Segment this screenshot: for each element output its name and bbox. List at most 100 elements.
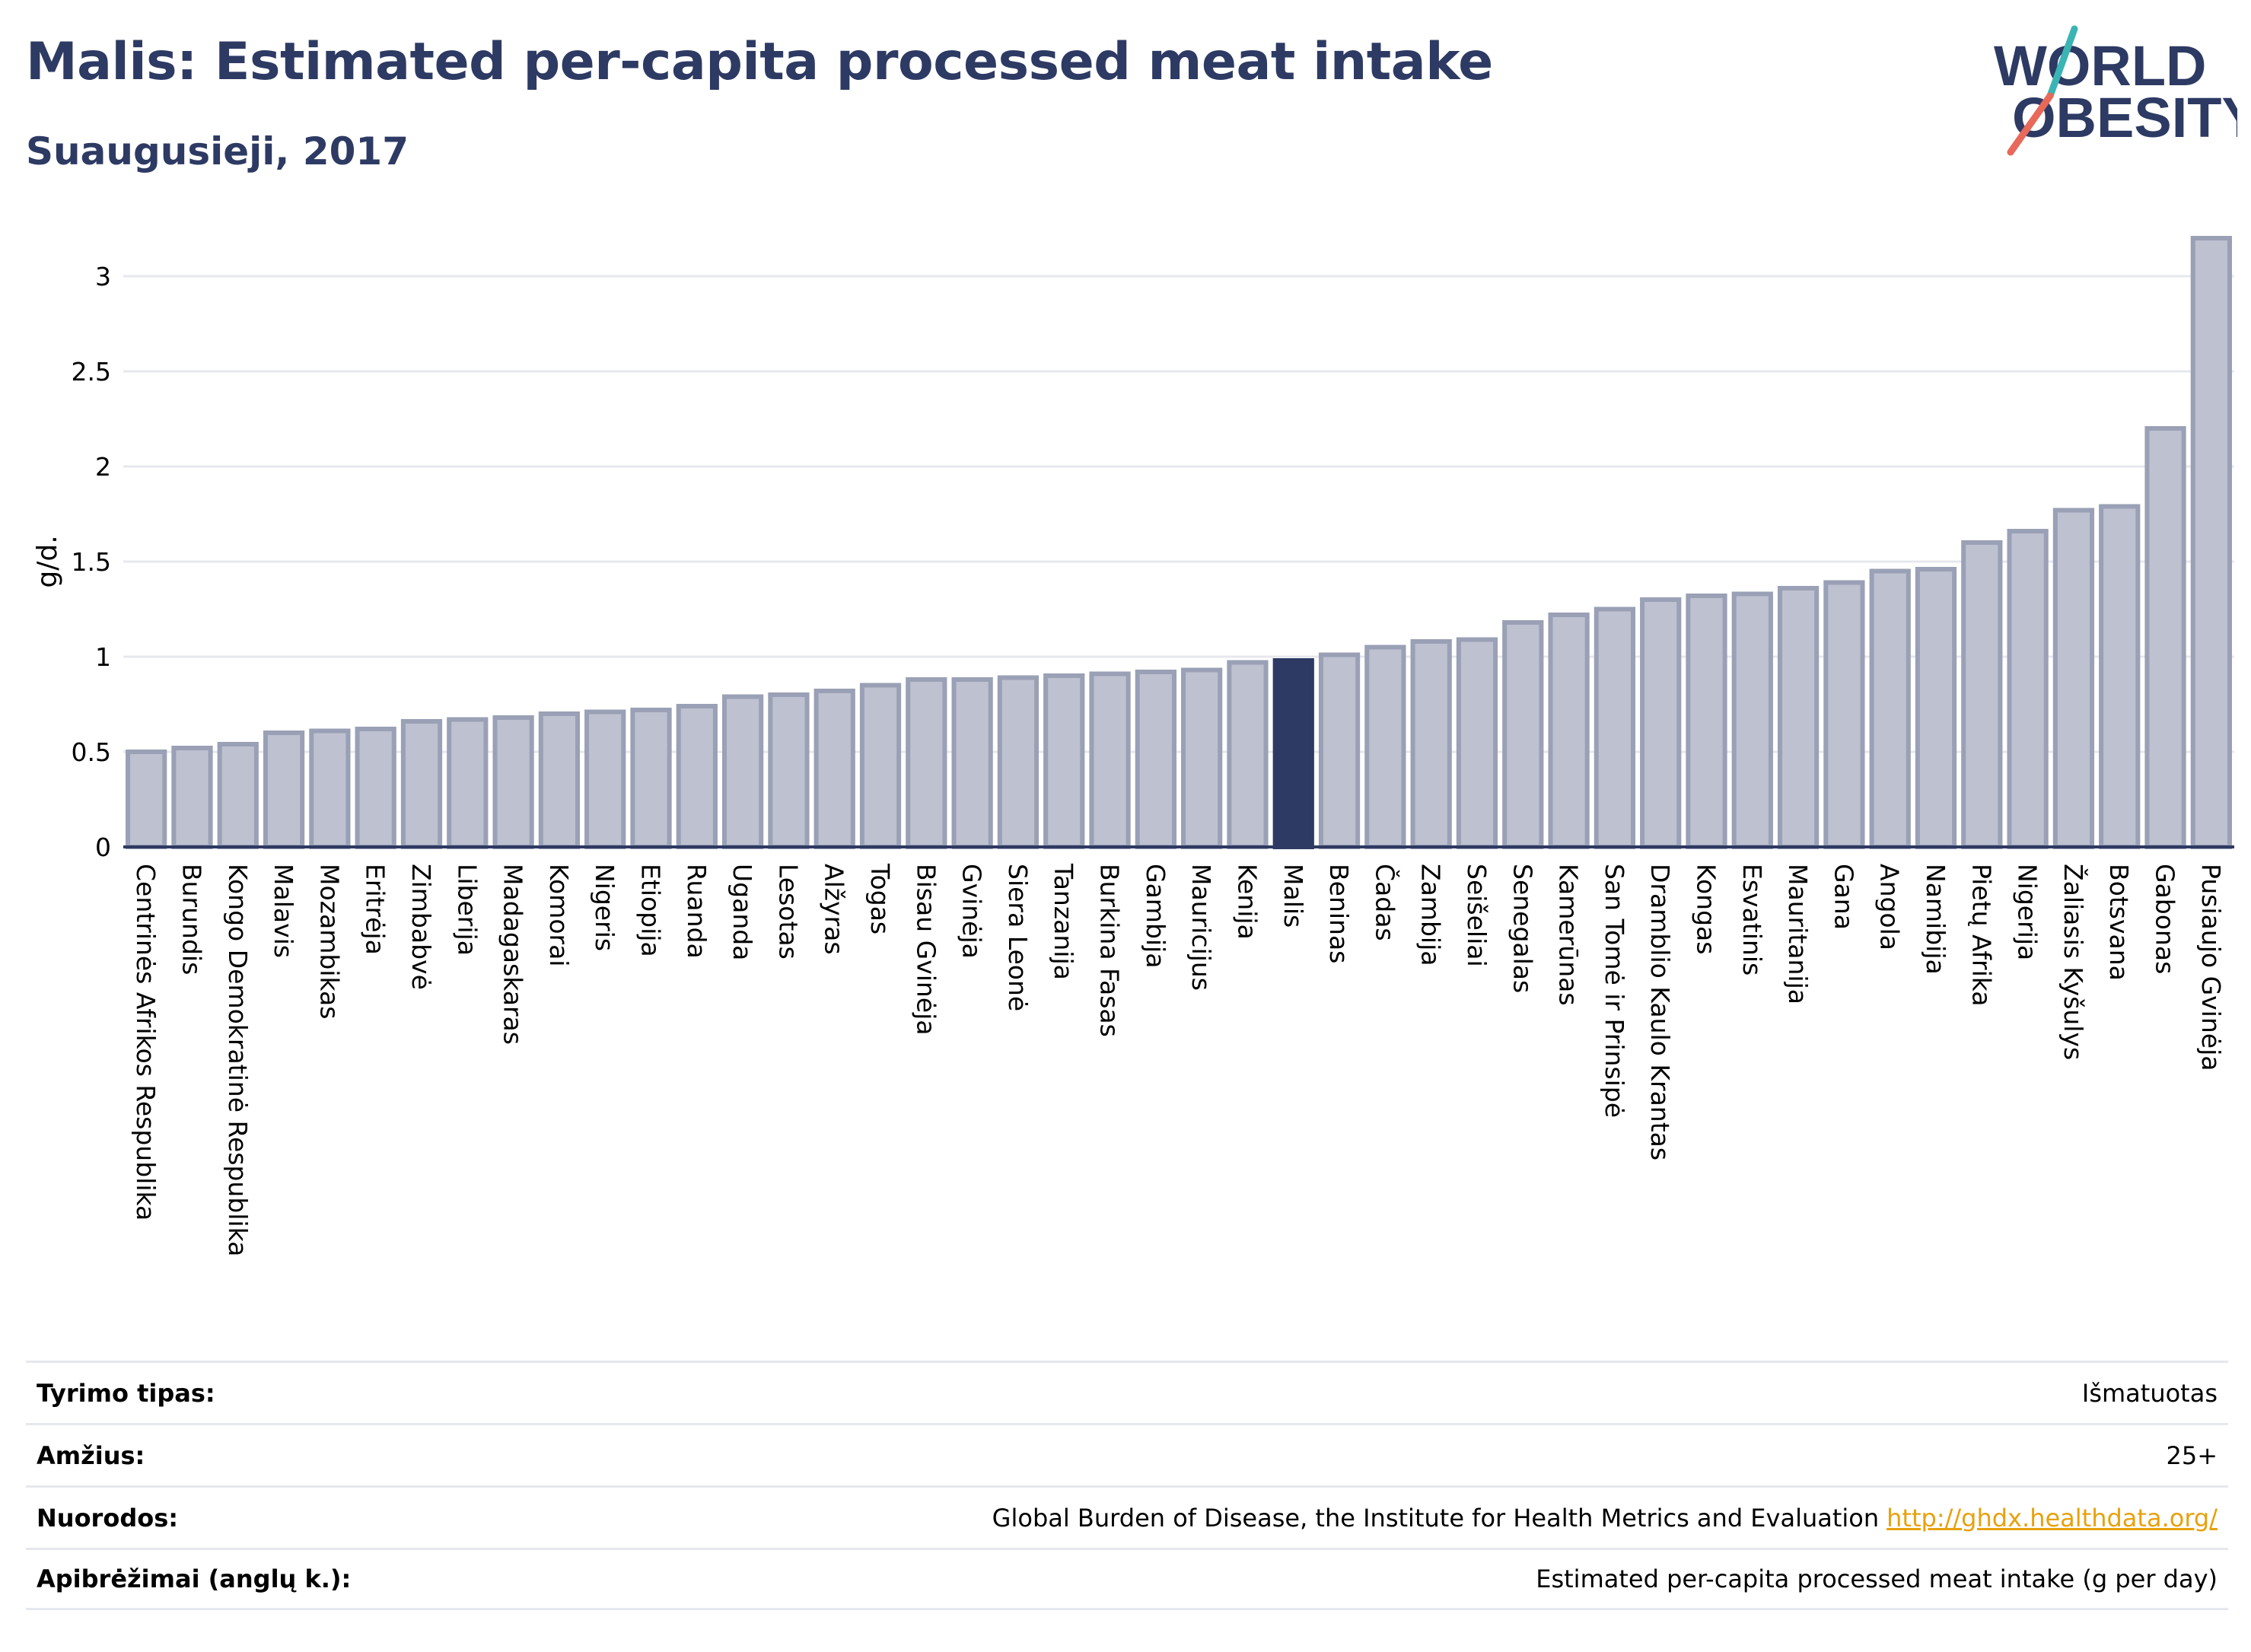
x-tick-label: Beninas: [1324, 864, 1354, 963]
bar: [1548, 613, 1590, 849]
bar: [768, 692, 810, 849]
logo-line1: WORLD: [1994, 34, 2207, 97]
x-tick-label: Pusiaujo Gvinėja: [2196, 864, 2226, 1071]
bar: [217, 742, 259, 849]
x-tick-label: Lesotas: [773, 864, 803, 960]
x-tick-label: Čadas: [1370, 864, 1400, 941]
bar: [400, 719, 443, 849]
bar: [1502, 620, 1544, 849]
x-tick-label: Liberija: [452, 864, 482, 956]
x-tick-label: Burkina Fasas: [1095, 864, 1125, 1037]
x-tick-label: Zambija: [1416, 864, 1446, 966]
bar: [1869, 568, 1911, 849]
x-tick-label: Kongo Demokratinė Respublika: [223, 864, 253, 1256]
x-tick-label: Esvatinis: [1737, 864, 1767, 976]
x-tick-label: Togas: [865, 863, 895, 934]
x-tick-label: Kongas: [1692, 864, 1721, 954]
info-row-references: Nuorodos: Global Burden of Disease, the …: [26, 1485, 2228, 1548]
x-tick-label: Kenija: [1232, 864, 1262, 940]
y-tick-label: 2.5: [72, 357, 111, 387]
bar: [1410, 639, 1452, 849]
bar: [355, 727, 396, 849]
bar: [447, 717, 489, 849]
bar: [1731, 591, 1773, 849]
x-tick-label: Namibija: [1921, 864, 1950, 975]
bar: [676, 704, 718, 849]
x-tick-label: Pietų Afrika: [1966, 864, 1996, 1007]
x-tick-label: Žaliasis Kyšulys: [2058, 864, 2089, 1060]
x-tick-label: Malavis: [269, 864, 298, 958]
x-tick-label: Gana: [1829, 864, 1858, 930]
x-tick-label: Centrinės Afrikos Respublika: [131, 864, 161, 1221]
bar: [1043, 673, 1085, 849]
x-tick-label: Zimbabvė: [406, 864, 436, 990]
bar: [630, 708, 672, 849]
info-table: Tyrimo tipas: Išmatuotas Amžius: 25+ Nuo…: [26, 1361, 2228, 1610]
x-tick-label: Ruanda: [682, 864, 712, 959]
bar: [951, 677, 993, 849]
bar: [1364, 645, 1406, 849]
y-tick-label: 1: [95, 642, 111, 672]
x-tick-label: Madagaskaras: [498, 864, 528, 1045]
x-tick-label: Gambija: [1141, 864, 1170, 968]
logo-slash-teal: [2046, 25, 2078, 100]
x-tick-label: Malis: [1278, 864, 1308, 928]
y-tick-label: 0: [95, 832, 111, 862]
bar: [126, 750, 167, 849]
y-tick-label: 2: [95, 452, 111, 482]
info-value: Global Burden of Disease, the Institute …: [992, 1504, 2218, 1533]
x-tick-label: Mauricijus: [1186, 864, 1216, 991]
bar: [2190, 236, 2232, 849]
bar: [1823, 580, 1865, 849]
y-tick-label: 3: [95, 262, 111, 291]
x-tick-label: Burundis: [177, 864, 206, 975]
x-tick-label: Nigeris: [590, 864, 619, 951]
x-tick-label: San Tomė ir Prinsipė: [1600, 864, 1629, 1118]
y-axis-label: g/d.: [32, 535, 63, 587]
bar: [1181, 667, 1223, 849]
x-tick-label: Kamerūnas: [1554, 864, 1584, 1006]
x-tick-label: Siera Leonė: [1003, 864, 1033, 1011]
bar: [309, 728, 351, 849]
bar: [1777, 586, 1820, 849]
info-row-age: Amžius: 25+: [26, 1423, 2228, 1485]
x-tick-label: Bisau Gvinėja: [911, 864, 941, 1036]
bar: [1640, 597, 1682, 849]
x-tick-label: Gabonas: [2151, 864, 2180, 974]
info-row-survey-type: Tyrimo tipas: Išmatuotas: [26, 1361, 2228, 1423]
bar: [859, 683, 902, 849]
bar: [1318, 652, 1361, 849]
bar: [1915, 567, 1957, 849]
x-tick-label: Seišeliai: [1462, 864, 1492, 967]
bar: [1594, 606, 1636, 849]
x-tick-label: Nigerija: [2013, 864, 2042, 960]
bar: [538, 711, 581, 849]
bar: [1456, 637, 1498, 849]
bar: [2144, 426, 2186, 849]
bar: [813, 689, 855, 849]
bar: [171, 746, 213, 849]
y-tick-label: 1.5: [72, 547, 111, 577]
logo-slash-red: [2007, 92, 2054, 156]
bar: [906, 677, 947, 849]
reference-text: Global Burden of Disease, the Institute …: [992, 1503, 1880, 1533]
page-subtitle: Suaugusieji, 2017: [26, 129, 409, 173]
x-tick-label: Etiopija: [636, 864, 666, 957]
x-tick-label: Komorai: [544, 864, 574, 966]
x-tick-label: Senegalas: [1508, 864, 1537, 993]
bar: [1135, 670, 1176, 849]
bar-chart: 0 0.5 1 1.5 2 2.5 3 g/d. Centrinės Afrikos Respu…: [32, 236, 2234, 1256]
bar: [721, 694, 764, 849]
page-title: Malis: Estimated per-capita processed me…: [26, 32, 1493, 92]
bar: [2099, 504, 2141, 849]
x-tick-label: Mauritanija: [1783, 864, 1813, 1004]
x-tick-label: Uganda: [728, 864, 757, 960]
x-tick-label: Botsvana: [2104, 864, 2134, 981]
bar: [1272, 658, 1314, 849]
reference-link[interactable]: http://ghdx.healthdata.org/: [1886, 1503, 2218, 1533]
bar: [2007, 529, 2049, 849]
x-tick-label: Dramblio Kaulo Krantas: [1645, 864, 1675, 1160]
info-key: Tyrimo tipas:: [37, 1378, 215, 1408]
info-row-definitions: Apibrėžimai (anglų k.): Estimated per-ca…: [26, 1548, 2228, 1610]
y-tick-label: 0.5: [72, 737, 111, 767]
